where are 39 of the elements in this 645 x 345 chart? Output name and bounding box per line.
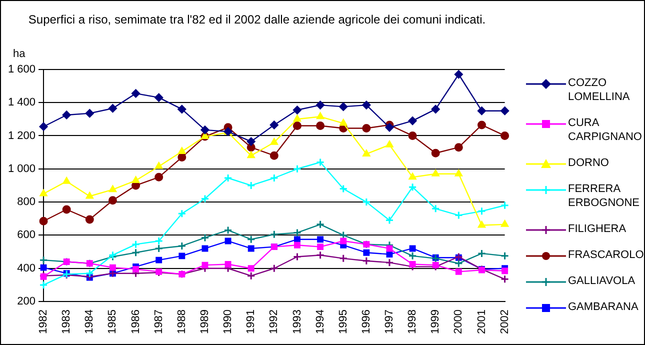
y-tick-label: 200 bbox=[17, 296, 36, 308]
chart-title: Superfici a riso, semimate tra l'82 ed il 2002 dalle aziende agricole dei comuni indicati. bbox=[28, 12, 486, 27]
x-tick-label: 1987 bbox=[152, 310, 165, 334]
legend-label: CURA CARPIGNANO bbox=[568, 116, 642, 144]
x-tick-label: 1996 bbox=[360, 310, 372, 334]
x-tick-label: 1997 bbox=[384, 310, 396, 334]
x-tick-label: 1985 bbox=[106, 310, 119, 334]
x-tick-label: 1984 bbox=[84, 310, 96, 334]
x-tick-label: 1989 bbox=[199, 310, 212, 334]
x-tick-label: 1990 bbox=[222, 310, 234, 334]
x-tick-label: 2002 bbox=[498, 310, 511, 334]
y-tick-label: 1 000 bbox=[8, 162, 36, 175]
legend-label: DORNO bbox=[568, 156, 610, 170]
y-tick-label: 1 200 bbox=[8, 130, 36, 142]
legend-label: COZZO LOMELLINA bbox=[568, 76, 631, 104]
legend-label: FERRERA ERBOGNONE bbox=[568, 182, 641, 210]
x-tick-label: 1983 bbox=[60, 310, 73, 334]
legend-label: GAMBARANA bbox=[568, 300, 640, 314]
y-tick-label: 800 bbox=[17, 196, 36, 208]
x-tick-label: 2001 bbox=[476, 310, 488, 334]
x-tick-label: 1992 bbox=[268, 310, 280, 334]
x-tick-label: 1998 bbox=[406, 310, 419, 334]
x-tick-label: 1982 bbox=[38, 310, 50, 334]
x-tick-label: 1999 bbox=[430, 310, 442, 334]
y-axis-title: ha bbox=[13, 48, 26, 60]
x-tick-label: 1986 bbox=[130, 310, 142, 334]
x-tick-label: 1995 bbox=[337, 310, 350, 334]
x-tick-label: 1994 bbox=[314, 310, 326, 334]
legend-label: FRASCAROLO bbox=[568, 248, 644, 262]
x-tick-label: 1988 bbox=[176, 310, 188, 334]
legend-label: GALLIAVOLA bbox=[568, 274, 636, 288]
x-tick-label: 2000 bbox=[452, 310, 465, 334]
y-tick-label: 600 bbox=[17, 229, 36, 242]
y-tick-label: 400 bbox=[17, 262, 36, 274]
x-tick-label: 1993 bbox=[291, 310, 304, 334]
y-tick-label: 1 400 bbox=[8, 96, 36, 109]
y-tick-label: 1 600 bbox=[8, 63, 36, 76]
x-tick-label: 1991 bbox=[245, 310, 258, 334]
legend-label: FILIGHERA bbox=[568, 222, 628, 236]
